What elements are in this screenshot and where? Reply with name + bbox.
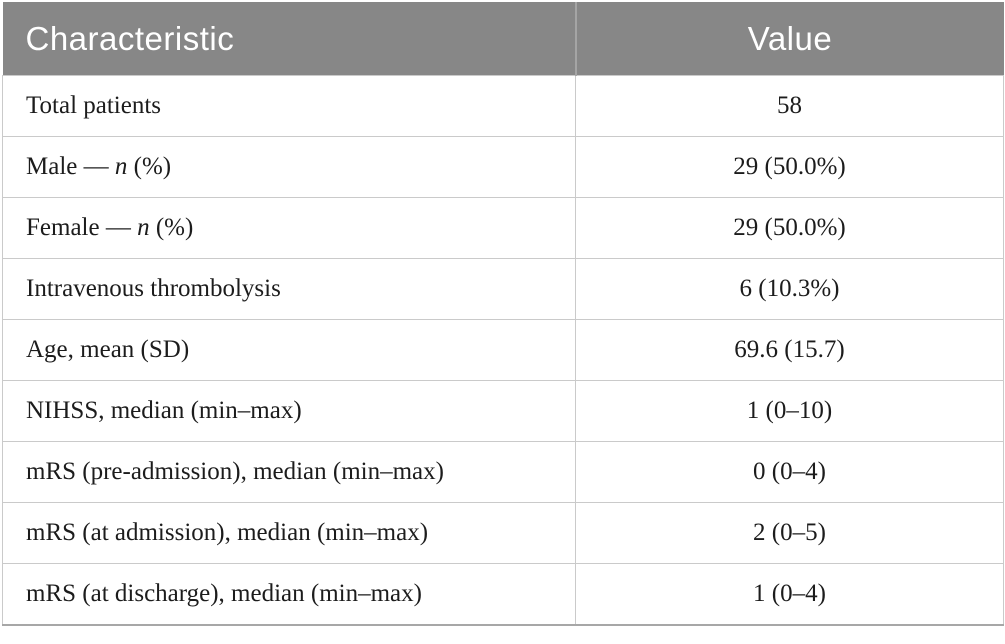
characteristic-cell: Age, mean (SD) — [2, 319, 576, 381]
table-row-intravenous-thrombolysis: Intravenous thrombolysis 6 (10.3%) — [2, 258, 1004, 320]
value-cell: 29 (50.0%) — [575, 197, 1004, 259]
column-header-value: Value — [575, 2, 1004, 76]
value-cell: 6 (10.3%) — [575, 258, 1004, 320]
characteristic-cell: Intravenous thrombolysis — [2, 258, 576, 320]
table-row-male: Male — n (%) 29 (50.0%) — [2, 136, 1004, 198]
value-cell: 69.6 (15.7) — [575, 319, 1004, 381]
characteristic-cell: mRS (at discharge), median (min–max) — [2, 563, 576, 626]
table-row-female: Female — n (%) 29 (50.0%) — [2, 197, 1004, 259]
characteristic-italic-n: n — [114, 153, 128, 180]
characteristic-cell: Male — n (%) — [2, 136, 576, 198]
table-row-mrs-at-admission: mRS (at admission), median (min–max) 2 (… — [2, 502, 1004, 564]
table-row-mrs-at-discharge: mRS (at discharge), median (min–max) 1 (… — [2, 563, 1004, 626]
table-body: Total patients 58 Male — n (%) 29 (50.0%… — [2, 75, 1004, 626]
characteristic-cell: mRS (pre-admission), median (min–max) — [2, 441, 576, 503]
value-cell: 2 (0–5) — [575, 502, 1004, 564]
characteristic-text: (%) — [149, 214, 194, 241]
header-row: Characteristic Value — [2, 2, 1004, 76]
value-cell: 1 (0–4) — [575, 563, 1004, 626]
table-row-mrs-pre-admission: mRS (pre-admission), median (min–max) 0 … — [2, 441, 1004, 503]
value-cell: 0 (0–4) — [575, 441, 1004, 503]
characteristic-cell: NIHSS, median (min–max) — [2, 380, 576, 442]
column-header-characteristic: Characteristic — [2, 2, 577, 76]
table-row-age: Age, mean (SD) 69.6 (15.7) — [2, 319, 1004, 381]
value-cell: 1 (0–10) — [575, 380, 1004, 442]
table-row-total-patients: Total patients 58 — [2, 75, 1004, 137]
value-cell: 29 (50.0%) — [575, 136, 1004, 198]
characteristic-cell: mRS (at admission), median (min–max) — [2, 502, 576, 564]
characteristic-cell: Total patients — [2, 75, 576, 137]
characteristic-italic-n: n — [137, 214, 150, 241]
table-header: Characteristic Value — [2, 2, 1004, 76]
value-cell: 58 — [575, 75, 1004, 137]
characteristic-cell: Female — n (%) — [2, 197, 576, 259]
characteristic-text: Male — — [26, 153, 115, 180]
table-row-nihss: NIHSS, median (min–max) 1 (0–10) — [2, 380, 1004, 442]
page: Characteristic Value Total patients 58 M… — [2, 2, 1004, 626]
characteristic-text: Female — — [26, 214, 138, 241]
characteristic-text: (%) — [127, 153, 172, 180]
patient-characteristics-table: Characteristic Value Total patients 58 M… — [2, 2, 1004, 626]
